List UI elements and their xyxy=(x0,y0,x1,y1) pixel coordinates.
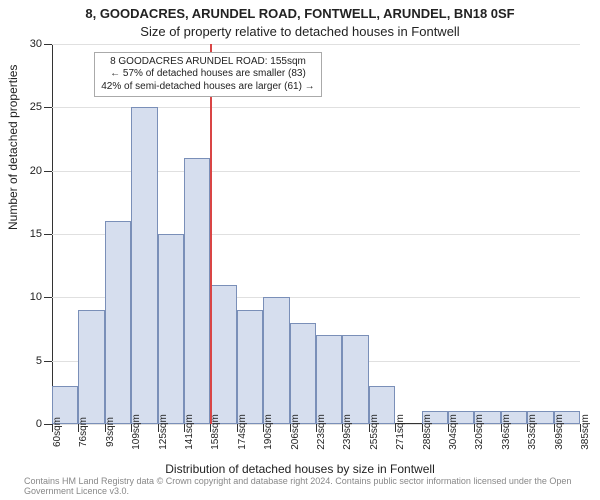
y-tick-label: 0 xyxy=(36,418,42,430)
x-tick-label: 141sqm xyxy=(184,414,195,450)
y-tick xyxy=(44,44,52,45)
x-tick-label: 109sqm xyxy=(131,414,142,450)
x-tick-label: 304sqm xyxy=(448,414,459,450)
histogram-bar xyxy=(184,158,210,424)
x-tick-label: 206sqm xyxy=(290,414,301,450)
x-tick-label: 288sqm xyxy=(422,414,433,450)
x-tick-label: 336sqm xyxy=(501,414,512,450)
y-tick xyxy=(44,424,52,425)
x-tick-label: 60sqm xyxy=(52,417,63,447)
annotation-line: 8 GOODACRES ARUNDEL ROAD: 155sqm xyxy=(101,56,314,69)
histogram-bar xyxy=(342,335,368,424)
chart-container: 8, GOODACRES, ARUNDEL ROAD, FONTWELL, AR… xyxy=(0,0,600,500)
y-tick-label: 5 xyxy=(36,355,42,367)
x-axis-label: Distribution of detached houses by size … xyxy=(0,462,600,476)
x-tick-label: 385sqm xyxy=(580,414,591,450)
histogram-bar xyxy=(131,107,157,424)
histogram-bar xyxy=(263,297,289,424)
chart-title-line2: Size of property relative to detached ho… xyxy=(0,24,600,39)
x-tick-label: 320sqm xyxy=(474,414,485,450)
annotation-line: 42% of semi-detached houses are larger (… xyxy=(101,81,314,94)
y-tick xyxy=(44,297,52,298)
annotation-line: ← 57% of detached houses are smaller (83… xyxy=(101,68,314,81)
histogram-bar xyxy=(105,221,131,424)
x-tick-label: 255sqm xyxy=(369,414,380,450)
x-tick-label: 223sqm xyxy=(316,414,327,450)
y-tick xyxy=(44,234,52,235)
x-tick-label: 174sqm xyxy=(237,414,248,450)
x-tick-label: 190sqm xyxy=(263,414,274,450)
histogram-bar xyxy=(78,310,104,424)
x-tick-label: 239sqm xyxy=(342,414,353,450)
chart-title-line1: 8, GOODACRES, ARUNDEL ROAD, FONTWELL, AR… xyxy=(0,6,600,21)
histogram-bar xyxy=(210,285,236,424)
y-tick-label: 30 xyxy=(30,38,42,50)
plot-area: 05101520253060sqm76sqm93sqm109sqm125sqm1… xyxy=(52,44,580,424)
histogram-bar xyxy=(290,323,316,424)
y-tick-label: 20 xyxy=(30,165,42,177)
x-tick-label: 353sqm xyxy=(527,414,538,450)
marker-line xyxy=(210,44,212,424)
y-tick xyxy=(44,107,52,108)
x-tick-label: 369sqm xyxy=(554,414,565,450)
histogram-bar xyxy=(316,335,342,424)
y-tick-label: 25 xyxy=(30,101,42,113)
x-tick-label: 271sqm xyxy=(395,414,406,450)
gridline xyxy=(52,44,580,45)
y-tick xyxy=(44,361,52,362)
y-tick-label: 10 xyxy=(30,291,42,303)
y-axis-label: Number of detached properties xyxy=(6,65,20,230)
y-tick xyxy=(44,171,52,172)
histogram-bar xyxy=(237,310,263,424)
annotation-box: 8 GOODACRES ARUNDEL ROAD: 155sqm← 57% of… xyxy=(94,52,321,98)
x-tick-label: 76sqm xyxy=(78,417,89,447)
x-tick-label: 125sqm xyxy=(158,414,169,450)
y-tick-label: 15 xyxy=(30,228,42,240)
x-tick-label: 93sqm xyxy=(105,417,116,447)
attribution-text: Contains HM Land Registry data © Crown c… xyxy=(24,476,600,496)
histogram-bar xyxy=(158,234,184,424)
